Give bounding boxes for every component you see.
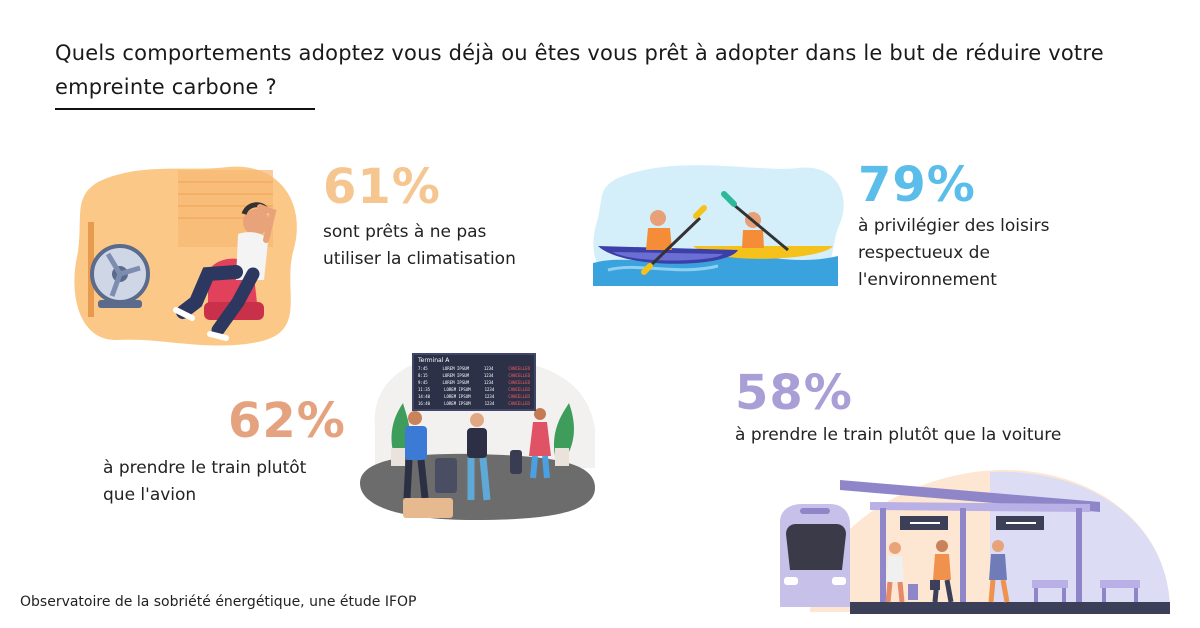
- man-with-fan-illustration: [74, 166, 297, 346]
- board-row-destination: LOREM IPSUM: [442, 380, 469, 385]
- train-station-illustration: [780, 469, 1170, 614]
- stat-text-plane: à prendre le train plutôt que l'avion: [103, 455, 306, 509]
- board-row-destination: LOREM IPSUM: [442, 373, 469, 378]
- board-row-destination: LOREM IPSUM: [444, 401, 471, 406]
- stat-text-line: utiliser la climatisation: [323, 249, 516, 269]
- board-row-status: CANCELLED: [508, 401, 530, 406]
- board-row-destination: LOREM IPSUM: [444, 387, 471, 392]
- stat-text-line: à privilégier des loisirs: [858, 216, 1050, 236]
- board-row-number: 1234: [484, 394, 495, 399]
- board-row: 8:15 LOREM IPSUM 1234 CANCELLED: [418, 372, 530, 379]
- board-row: 11:35 LOREM IPSUM 1234 CANCELLED: [418, 386, 530, 393]
- stat-text-line: respectueux de: [858, 243, 990, 263]
- stat-text-ac: sont prêts à ne pas utiliser la climatis…: [323, 219, 516, 273]
- stat-text-leisure: à privilégier des loisirs respectueux de…: [858, 213, 1049, 294]
- source-footer: Observatoire de la sobriété énergétique,…: [20, 594, 417, 610]
- stat-percent-plane: 62%: [228, 393, 346, 449]
- board-row-time: 16:40: [418, 401, 431, 406]
- stat-percent-car: 58%: [735, 365, 853, 421]
- stat-text-line: sont prêts à ne pas: [323, 222, 487, 242]
- board-row-time: 11:35: [418, 387, 431, 392]
- board-row-number: 1234: [484, 401, 495, 406]
- kayak-illustration: [593, 165, 844, 286]
- departure-board: Terminal A 7:45 LOREM IPSUM 1234 CANCELLED 8…: [412, 353, 536, 411]
- board-row: 9:45 LOREM IPSUM 1234 CANCELLED: [418, 379, 530, 386]
- stat-percent-ac: 61%: [323, 159, 441, 215]
- stat-text-line: que l'avion: [103, 485, 197, 505]
- fan-icon: [90, 244, 150, 308]
- board-row-status: CANCELLED: [508, 366, 530, 371]
- board-row-time: 9:45: [418, 380, 428, 385]
- stat-text-line: à prendre le train plutôt que la voiture: [735, 425, 1062, 445]
- board-row-destination: LOREM IPSUM: [444, 394, 471, 399]
- stat-text-line: à prendre le train plutôt: [103, 458, 307, 478]
- board-row: 16:40 LOREM IPSUM 1234 CANCELLED: [418, 400, 530, 407]
- airport-cancelled-illustration: Terminal A 7:45 LOREM IPSUM 1234 CANCELLED 8…: [355, 348, 600, 523]
- board-row-status: CANCELLED: [508, 373, 530, 378]
- board-row-status: CANCELLED: [508, 394, 530, 399]
- board-row-number: 1234: [483, 366, 494, 371]
- board-row-number: 1234: [483, 380, 494, 385]
- page-title: Quels comportements adoptez vous déjà ou…: [55, 41, 1104, 99]
- board-row-status: CANCELLED: [508, 387, 530, 392]
- board-row: 7:45 LOREM IPSUM 1234 CANCELLED: [418, 365, 530, 372]
- board-row-time: 7:45: [418, 366, 428, 371]
- board-row-number: 1234: [484, 387, 495, 392]
- stat-text-line: l'environnement: [858, 270, 997, 290]
- board-row-number: 1234: [483, 373, 494, 378]
- board-rows: 7:45 LOREM IPSUM 1234 CANCELLED 8:15 LOREM IP…: [418, 365, 530, 407]
- stat-percent-leisure: 79%: [858, 157, 976, 213]
- board-row-time: 8:15: [418, 373, 428, 378]
- title-underline: [55, 108, 315, 110]
- board-title: Terminal A: [418, 357, 450, 364]
- stat-text-car: à prendre le train plutôt que la voiture: [735, 422, 1061, 449]
- board-row-time: 14:40: [418, 394, 431, 399]
- board-row-destination: LOREM IPSUM: [442, 366, 469, 371]
- board-row-status: CANCELLED: [508, 380, 530, 385]
- board-row: 14:40 LOREM IPSUM 1234 CANCELLED: [418, 393, 530, 400]
